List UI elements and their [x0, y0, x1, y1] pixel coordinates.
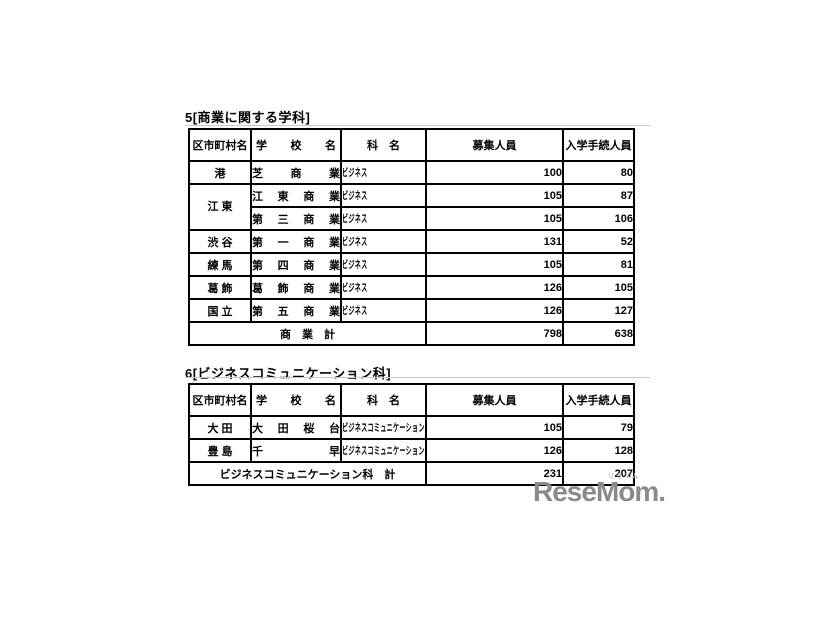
header-school: 学 校 名: [250, 128, 342, 162]
header-district: 区市町村名: [188, 128, 252, 162]
school-cell: 第 三 商 業: [250, 206, 342, 231]
table-row: 大 田 大 田 桜 台 ビジネスコミュニケーション 105 79: [188, 415, 635, 440]
department-cell: ビジネスコミュニケーション: [340, 438, 427, 463]
recruit-cell: 105: [425, 415, 564, 440]
header-department: 科 名: [340, 128, 427, 162]
header-school: 学 校 名: [250, 383, 342, 417]
school-cell: 大 田 桜 台: [250, 415, 342, 440]
section-title-business-communication: 6[ビジネスコミュニケーション科]: [185, 366, 392, 381]
district-cell: 豊 島: [188, 438, 252, 463]
total-row: 商 業 計 798 638: [188, 321, 635, 346]
total-row: ビジネスコミュニケーション科 計 231 207: [188, 461, 635, 486]
school-cell: 第 五 商 業: [250, 298, 342, 323]
total-label-cell: 商 業 計: [188, 321, 427, 346]
department-cell: ビジネス: [340, 252, 427, 277]
department-label: ビジネス: [342, 305, 368, 317]
header-recruit: 募集人員: [425, 128, 564, 162]
enrolled-cell: 80: [562, 160, 635, 185]
district-cell: 大 田: [188, 415, 252, 440]
header-enrolled: 入学手続人員: [562, 128, 635, 162]
header-school-label: 学 校 名: [256, 140, 336, 152]
department-label: ビジネスコミュニケーション: [342, 422, 425, 434]
recruit-cell: 100: [425, 160, 564, 185]
section-title-commerce: 5[商業に関する学科]: [185, 110, 311, 125]
school-cell: 第 一 商 業: [250, 229, 342, 254]
district-cell: 渋 谷: [188, 229, 252, 254]
recruit-cell: 105: [425, 183, 564, 208]
school-cell: 芝 商 業: [250, 160, 342, 185]
total-label-cell: ビジネスコミュニケーション科 計: [188, 461, 427, 486]
section-title-commerce-underline: [185, 125, 650, 126]
resemom-logo-ruby: リセマム: [608, 474, 641, 480]
enrolled-cell: 106: [562, 206, 635, 231]
department-cell: ビジネス: [340, 183, 427, 208]
header-department: 科 名: [340, 383, 427, 417]
total-enrolled-cell: 638: [562, 321, 635, 346]
department-label: ビジネス: [342, 236, 368, 248]
department-label: ビジネス: [342, 190, 368, 202]
department-label: ビジネス: [342, 259, 368, 271]
table-row: 練 馬 第 四 商 業 ビジネス 105 81: [188, 252, 635, 277]
enrolled-cell: 105: [562, 275, 635, 300]
department-label: ビジネス: [342, 213, 368, 225]
recruit-cell: 105: [425, 252, 564, 277]
district-cell: 港: [188, 160, 252, 185]
department-cell: ビジネス: [340, 298, 427, 323]
business-communication-table: 区市町村名 学 校 名 科 名 募集人員 入学手続人員 大 田 大 田 桜 台 …: [188, 383, 635, 486]
enrolled-cell: 52: [562, 229, 635, 254]
total-enrolled-cell: 207: [562, 461, 635, 486]
recruit-cell: 126: [425, 298, 564, 323]
department-cell: ビジネス: [340, 206, 427, 231]
resemom-logo: ReseMom.: [533, 476, 666, 507]
header-school-label: 学 校 名: [256, 395, 336, 407]
school-cell: 第 四 商 業: [250, 252, 342, 277]
department-label: ビジネス: [342, 167, 368, 179]
district-cell: 江 東: [188, 183, 252, 231]
school-cell: 江 東 商 業: [250, 183, 342, 208]
section-title-business-communication-underline: [185, 377, 650, 378]
school-cell: 葛 飾 商 業: [250, 275, 342, 300]
commerce-header-row: 区市町村名 学 校 名 科 名 募集人員 入学手続人員: [188, 128, 635, 162]
total-recruit-cell: 231: [425, 461, 564, 486]
table-row: 港 芝 商 業 ビジネス 100 80: [188, 160, 635, 185]
header-enrolled: 入学手続人員: [562, 383, 635, 417]
recruit-cell: 105: [425, 206, 564, 231]
header-recruit: 募集人員: [425, 383, 564, 417]
commerce-table: 区市町村名 学 校 名 科 名 募集人員 入学手続人員 港 芝 商 業 ビジネス…: [188, 128, 635, 346]
department-cell: ビジネス: [340, 275, 427, 300]
table-row: 国 立 第 五 商 業 ビジネス 126 127: [188, 298, 635, 323]
recruit-cell: 131: [425, 229, 564, 254]
district-cell: 練 馬: [188, 252, 252, 277]
recruit-cell: 126: [425, 275, 564, 300]
table-row: 葛 飾 葛 飾 商 業 ビジネス 126 105: [188, 275, 635, 300]
department-cell: ビジネス: [340, 160, 427, 185]
table-row: 第 三 商 業 ビジネス 105 106: [189, 206, 635, 231]
recruit-cell: 126: [425, 438, 564, 463]
enrolled-cell: 79: [562, 415, 635, 440]
district-cell: 国 立: [188, 298, 252, 323]
department-cell: ビジネスコミュニケーション: [340, 415, 427, 440]
table-row: 渋 谷 第 一 商 業 ビジネス 131 52: [188, 229, 635, 254]
enrolled-cell: 81: [562, 252, 635, 277]
district-cell: 葛 飾: [188, 275, 252, 300]
department-cell: ビジネス: [340, 229, 427, 254]
header-district: 区市町村名: [188, 383, 252, 417]
table-row: 豊 島 千 早 ビジネスコミュニケーション 126 128: [188, 438, 635, 463]
total-recruit-cell: 798: [425, 321, 564, 346]
enrolled-cell: 87: [562, 183, 635, 208]
table-row: 江 東 江 東 商 業 ビジネス 105 87: [188, 183, 635, 231]
enrolled-cell: 128: [562, 438, 635, 463]
department-label: ビジネス: [342, 282, 368, 294]
enrolled-cell: 127: [562, 298, 635, 323]
school-cell: 千 早: [250, 438, 342, 463]
business-communication-header-row: 区市町村名 学 校 名 科 名 募集人員 入学手続人員: [188, 383, 635, 417]
department-label: ビジネスコミュニケーション: [342, 445, 425, 457]
